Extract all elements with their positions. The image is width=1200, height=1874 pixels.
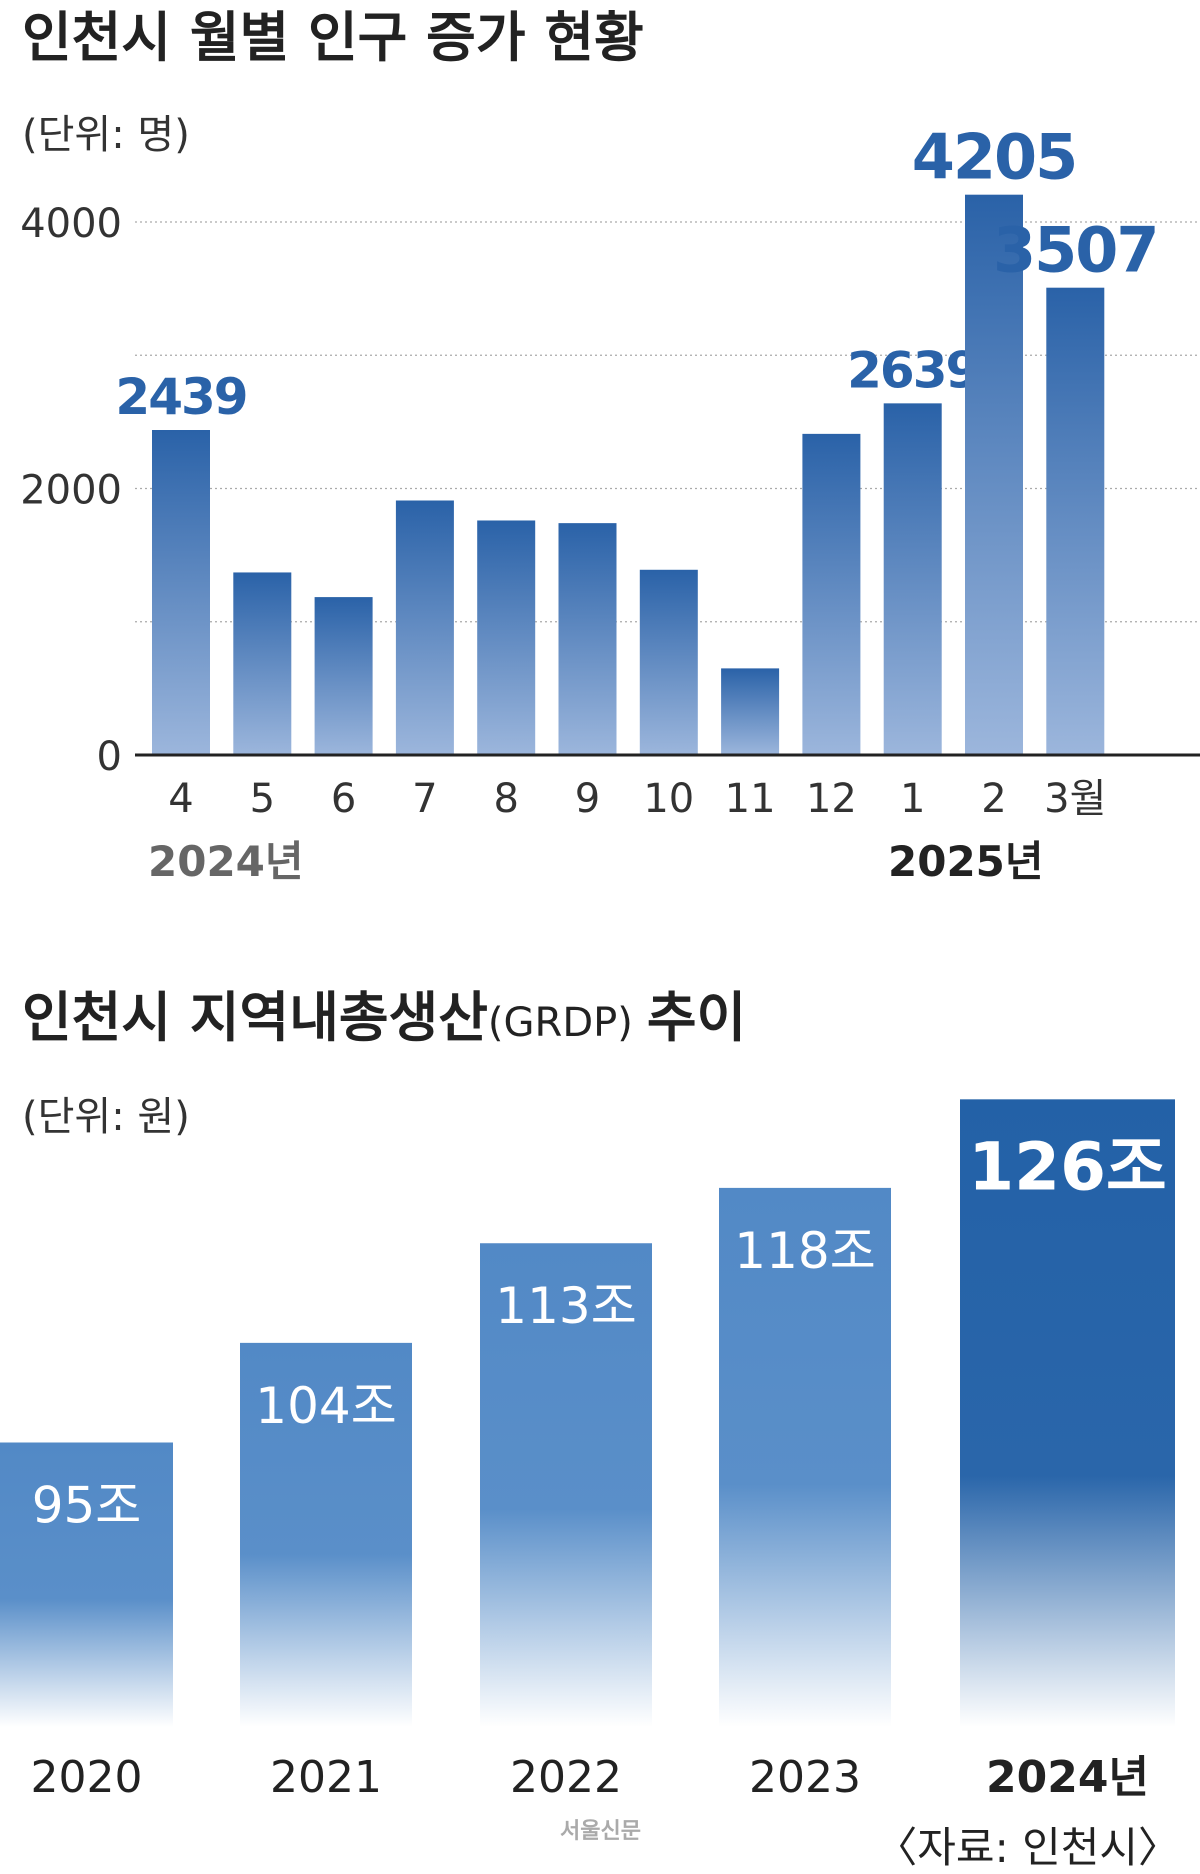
chart1-title: 인천시 월별 인구 증가 현황 (22, 6, 644, 69)
bar (965, 194, 1023, 756)
x-tick-label: 8 (493, 776, 518, 822)
bar (152, 430, 210, 755)
x-tick-label: 5 (250, 776, 275, 822)
bar (960, 1099, 1175, 1727)
chart2-title-end: 추이 (647, 986, 746, 1049)
x-tick-label: 11 (725, 776, 776, 822)
bar (639, 569, 698, 755)
x-tick-label: 2023 (749, 1752, 861, 1803)
x-tick-label: 2021 (270, 1752, 382, 1803)
chart2-title-main: 인천시 지역내총생산 (22, 986, 488, 1049)
bar (233, 572, 292, 755)
x-tick-label: 12 (806, 776, 857, 822)
bar (314, 597, 373, 755)
bar (477, 520, 536, 755)
x-tick-label: 2 (981, 776, 1006, 822)
bar (240, 1342, 412, 1727)
x-tick-label: 9 (575, 776, 600, 822)
bar (802, 433, 861, 755)
data-label: 4205 (912, 121, 1077, 194)
x-tick-label: 2020 (31, 1752, 143, 1803)
y-tick-label: 0 (97, 734, 122, 780)
y-tick-label: 2000 (20, 468, 122, 514)
watermark: 서울신문 (560, 1819, 641, 1844)
bar (558, 523, 617, 755)
data-label: 95조 (32, 1477, 142, 1535)
data-label: 126조 (968, 1128, 1167, 1205)
x-tick-label: 2022 (510, 1752, 622, 1803)
x-tick-label: 4 (168, 776, 193, 822)
bar (719, 1187, 891, 1727)
x-tick-label: 10 (643, 776, 694, 822)
data-label: 2639 (847, 341, 978, 399)
data-label: 118조 (734, 1222, 875, 1280)
chart2-title: 인천시 지역내총생산(GRDP) 추이 (22, 986, 746, 1049)
bar (0, 1442, 173, 1727)
bar (883, 403, 942, 755)
bar (395, 500, 454, 755)
y-tick-label: 4000 (20, 201, 122, 247)
x-tick-label: 3월 (1044, 776, 1106, 822)
year-label: 2024년 (148, 837, 304, 886)
bar (721, 668, 780, 755)
chart2-unit: (단위: 원) (22, 1094, 190, 1140)
x-tick-label: 7 (412, 776, 437, 822)
bar (480, 1243, 652, 1727)
x-tick-label: 1 (900, 776, 925, 822)
data-label: 113조 (495, 1277, 636, 1335)
chart2-title-suffix: (GRDP) (488, 1000, 633, 1046)
year-label: 2025년 (888, 837, 1044, 886)
data-label: 2439 (115, 368, 246, 426)
data-label: 3507 (993, 214, 1158, 287)
data-label: 104조 (255, 1377, 396, 1435)
bar (1046, 287, 1105, 755)
x-tick-label: 6 (331, 776, 356, 822)
source-note: 〈자료: 인천시〉 (875, 1823, 1180, 1872)
x-tick-label: 2024년 (986, 1752, 1149, 1803)
chart1-unit: (단위: 명) (22, 112, 190, 158)
